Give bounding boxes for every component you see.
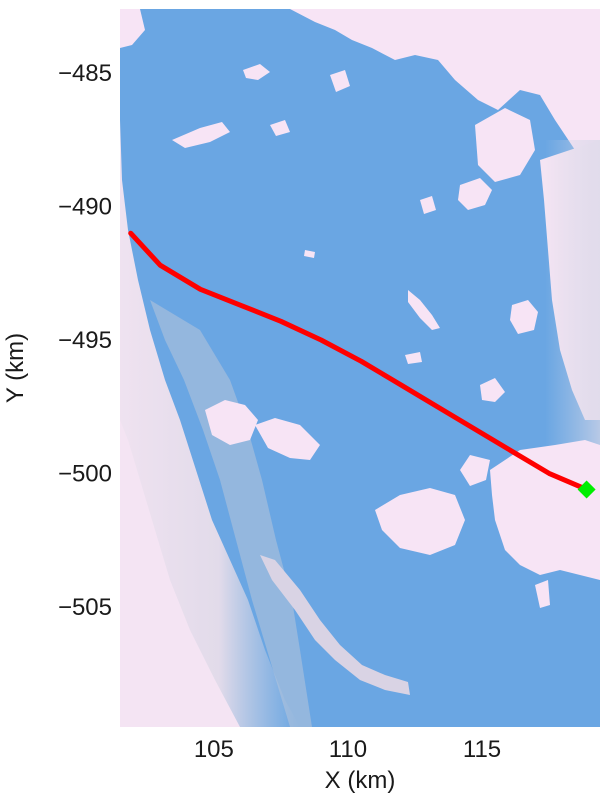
ice-floe: [172, 122, 230, 148]
ice-floe: [535, 580, 550, 608]
x-tick-label: 115: [463, 736, 501, 763]
x-axis: 105 110 115: [194, 736, 501, 763]
ice-floe: [243, 64, 270, 80]
map-image: [120, 9, 600, 727]
track-endpoint-marker: [577, 480, 596, 499]
y-tick-label: −505: [58, 594, 112, 621]
ice-floe: [255, 418, 320, 460]
ice-floe: [408, 290, 440, 330]
x-axis-title: X (km): [325, 767, 396, 794]
transition-band-left: [150, 300, 312, 727]
ice-floe: [375, 488, 465, 555]
ice-floe: [205, 400, 258, 445]
ice-floe: [405, 352, 422, 364]
x-tick-label: 110: [329, 736, 367, 763]
ice-region-top: [290, 9, 600, 160]
ice-patch-top-left: [120, 9, 145, 48]
ice-floe: [475, 108, 535, 182]
ice-region-left-core: [120, 420, 240, 727]
ice-floe: [480, 378, 505, 402]
ice-floe: [510, 300, 538, 334]
ship-track-line: [128, 230, 590, 492]
ice-region-left: [120, 9, 300, 727]
ice-floe: [270, 120, 290, 136]
y-tick-label: −500: [58, 460, 112, 487]
ice-floe: [460, 455, 490, 486]
ice-floe: [458, 178, 492, 210]
x-tick-label: 105: [194, 736, 234, 763]
ice-ridge: [260, 555, 410, 695]
y-tick-label: −485: [58, 60, 112, 87]
ice-floe: [330, 70, 350, 92]
y-tick-label: −490: [58, 194, 112, 221]
y-axis: −485 −490 −495 −500 −505: [58, 60, 112, 621]
y-axis-title: Y (km): [2, 333, 29, 403]
ice-floe: [420, 196, 436, 214]
ice-region-endpoint: [490, 440, 600, 580]
ice-floe: [304, 250, 315, 258]
y-tick-label: −495: [58, 327, 112, 354]
